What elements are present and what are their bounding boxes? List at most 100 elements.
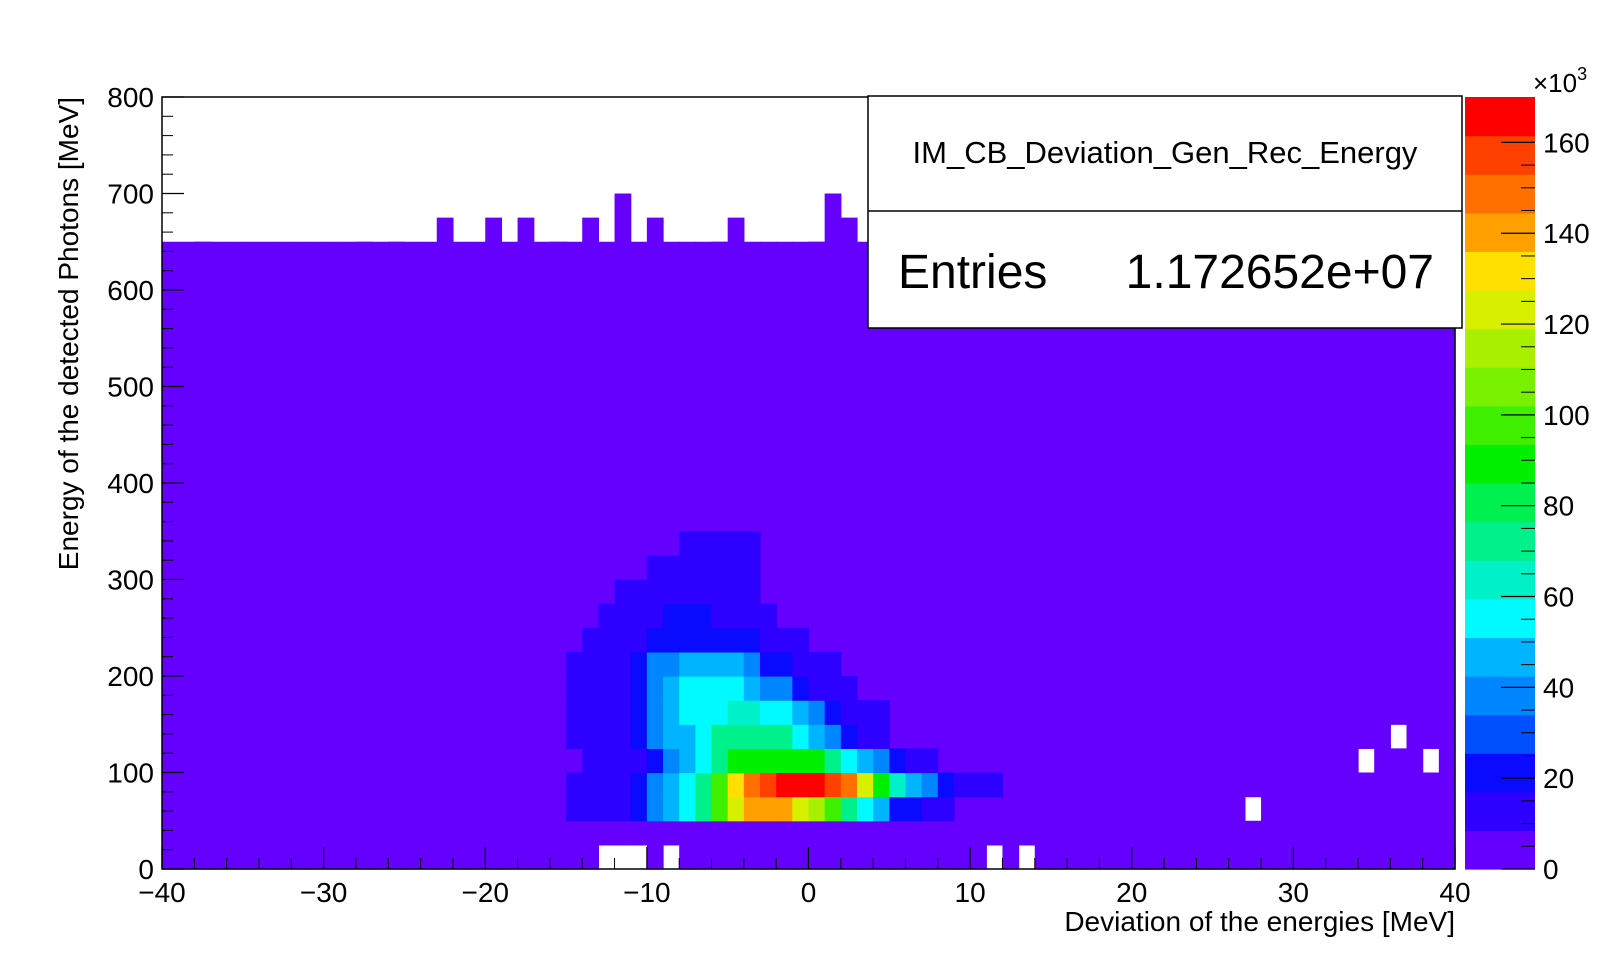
- heatmap-cell: [549, 844, 567, 870]
- heatmap-cell: [1050, 362, 1068, 388]
- heatmap-cell: [549, 386, 567, 412]
- heatmap-cell: [582, 579, 599, 605]
- heatmap-cell: [953, 844, 971, 870]
- heatmap-cell: [889, 748, 907, 774]
- heatmap-cell: [485, 555, 503, 581]
- heatmap-cell: [485, 290, 503, 315]
- heatmap-cell: [1309, 820, 1327, 846]
- heatmap-cell: [1115, 483, 1133, 508]
- heatmap-cell: [1277, 844, 1294, 870]
- heatmap-cell: [162, 651, 179, 677]
- heatmap-cell: [937, 651, 955, 677]
- heatmap-cell: [517, 579, 535, 605]
- heatmap-cell: [970, 844, 987, 870]
- heatmap-cell: [808, 748, 826, 774]
- heatmap-cell: [598, 338, 616, 363]
- heatmap-cell: [210, 362, 228, 388]
- heatmap-cell: [598, 651, 616, 677]
- heatmap-cell: [485, 217, 503, 267]
- heatmap-cell: [905, 458, 923, 484]
- heatmap-cell: [1180, 603, 1197, 629]
- heatmap-cell: [1309, 386, 1327, 412]
- heatmap-cell: [889, 483, 907, 508]
- heatmap-cell: [905, 603, 923, 629]
- color-scale-swatch: [1465, 251, 1535, 291]
- heatmap-cell: [355, 579, 373, 605]
- heatmap-cell: [178, 265, 195, 291]
- heatmap-cell: [824, 290, 842, 315]
- heatmap-cell: [646, 410, 664, 436]
- heatmap-cell: [1164, 676, 1181, 701]
- heatmap-cell: [630, 507, 648, 532]
- heatmap-cell: [1131, 507, 1149, 532]
- heatmap-cell: [695, 700, 713, 725]
- heatmap-cell: [1309, 772, 1327, 798]
- heatmap-cell: [469, 796, 486, 822]
- heatmap-cell: [1018, 410, 1036, 436]
- heatmap-cell: [792, 603, 810, 629]
- heatmap-cell: [840, 651, 858, 677]
- heatmap-cell: [630, 796, 648, 822]
- heatmap-cell: [485, 338, 503, 363]
- heatmap-cell: [663, 531, 680, 556]
- heatmap-cell: [436, 700, 454, 725]
- heatmap-cell: [162, 434, 179, 460]
- heatmap-cell: [566, 748, 583, 774]
- heatmap-cell: [388, 410, 406, 436]
- heatmap-cell: [1341, 820, 1359, 846]
- heatmap-cell: [937, 603, 955, 629]
- heatmap-cell: [242, 700, 260, 725]
- heatmap-cell: [210, 434, 228, 460]
- heatmap-cell: [1406, 772, 1424, 798]
- heatmap-cell: [856, 796, 874, 822]
- heatmap-cell: [695, 241, 713, 267]
- heatmap-cell: [549, 362, 567, 388]
- stats-entries-label: Entries: [898, 246, 1047, 299]
- heatmap-cell: [275, 724, 292, 749]
- heatmap-cell: [1406, 338, 1424, 363]
- heatmap-cell: [663, 748, 680, 774]
- heatmap-cell: [210, 241, 228, 267]
- heatmap-cell: [355, 844, 373, 870]
- heatmap-cell: [1083, 362, 1101, 388]
- heatmap-cell: [1083, 651, 1101, 677]
- heatmap-cell: [1034, 434, 1052, 460]
- heatmap-cell: [1002, 724, 1020, 749]
- heatmap-cell: [1164, 458, 1181, 484]
- heatmap-cell: [226, 627, 244, 653]
- heatmap-cell: [549, 555, 567, 581]
- heatmap-cell: [1131, 458, 1149, 484]
- heatmap-cell: [776, 338, 793, 363]
- heatmap-cell: [727, 362, 745, 388]
- heatmap-cell: [436, 748, 454, 774]
- heatmap-cell: [792, 458, 810, 484]
- heatmap-cell: [1438, 748, 1456, 774]
- heatmap-cell: [275, 748, 292, 774]
- heatmap-cell: [953, 338, 971, 363]
- heatmap-cell: [226, 483, 244, 508]
- heatmap-cell: [178, 700, 195, 725]
- heatmap-cell: [1002, 651, 1020, 677]
- heatmap-cell: [178, 290, 195, 315]
- heatmap-cell: [178, 386, 195, 412]
- heatmap-cell: [1034, 676, 1052, 701]
- heatmap-cell: [711, 627, 729, 653]
- heatmap-cell: [1115, 579, 1133, 605]
- heatmap-cell: [469, 241, 486, 267]
- heatmap-cell: [501, 796, 519, 822]
- heatmap-cell: [258, 844, 276, 870]
- heatmap-cell: [598, 603, 616, 629]
- heatmap-cell: [1018, 338, 1036, 363]
- heatmap-cell: [242, 555, 260, 581]
- heatmap-cell: [598, 507, 616, 532]
- stats-box-frame: [867, 95, 1463, 329]
- heatmap-cell: [970, 555, 987, 581]
- heatmap-cell: [679, 338, 696, 363]
- heatmap-cell: [485, 844, 503, 870]
- heatmap-cell: [242, 434, 260, 460]
- heatmap-cell: [307, 531, 325, 556]
- heatmap-cell: [937, 844, 955, 870]
- heatmap-cell: [162, 676, 179, 701]
- heatmap-cell: [1422, 627, 1440, 653]
- heatmap-cell: [1034, 772, 1052, 798]
